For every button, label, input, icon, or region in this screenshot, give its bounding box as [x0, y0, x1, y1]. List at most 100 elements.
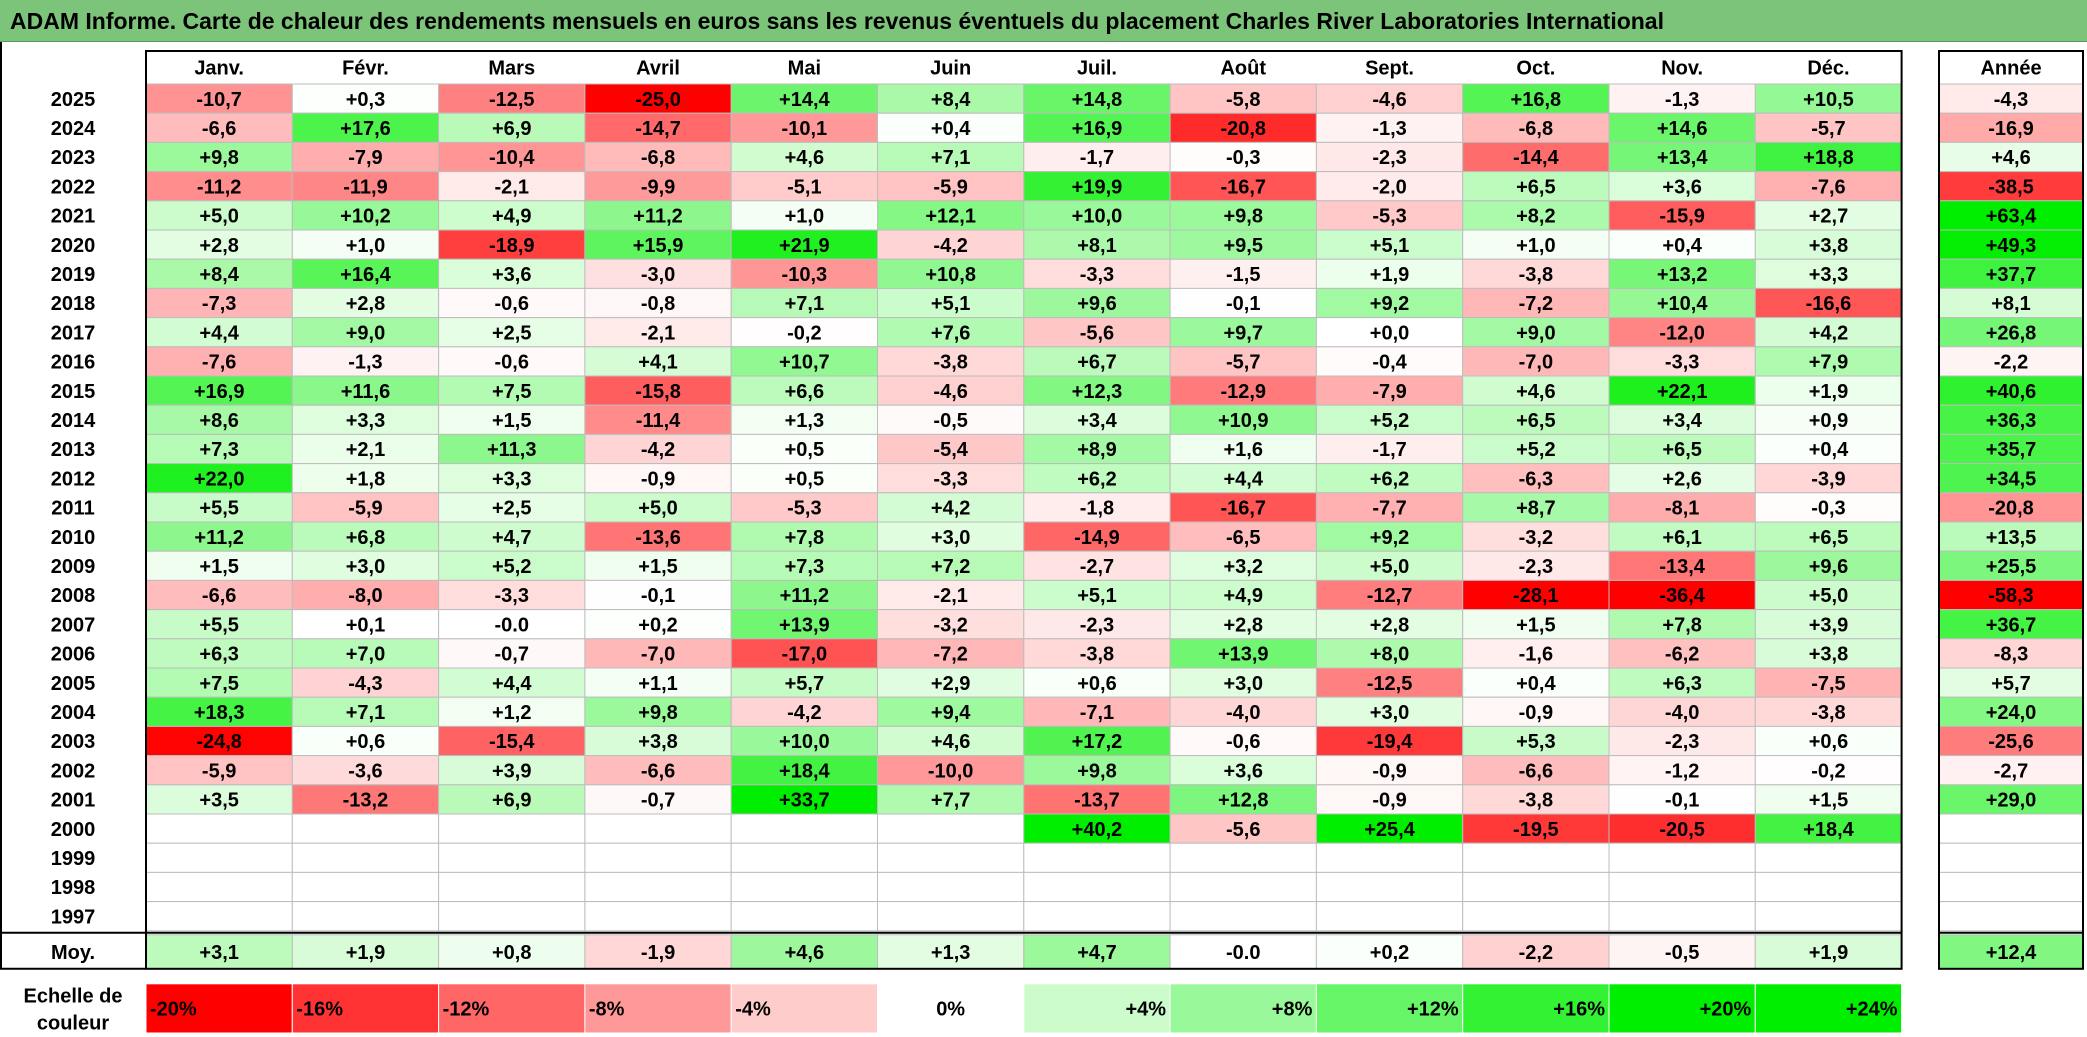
cell-2010-11-label: +6,1	[1662, 527, 1701, 549]
cell-2008-11	[1608, 579, 1756, 611]
cell-2021-1-label: +5,0	[199, 206, 238, 228]
year-label-2000: 2000	[51, 819, 96, 841]
cell-2019-10	[1462, 258, 1610, 289]
year-total-2022-label: -38,5	[1988, 176, 2034, 198]
cell-2008-12-label: +5,0	[1809, 585, 1848, 607]
cell-2007-2	[291, 609, 440, 640]
cell-2005-12	[1754, 667, 1903, 698]
cell-2016-3	[438, 346, 586, 377]
cell-2002-6	[877, 755, 1025, 786]
cell-2011-11-label: -8,1	[1665, 498, 1699, 520]
cell-2012-5-label: +0,5	[785, 468, 824, 490]
cell-2025-2-label: +0,3	[346, 89, 385, 111]
year-total-2016-label: -2,2	[1994, 352, 2028, 374]
cell-2010-12	[1754, 521, 1903, 552]
cell-2001-6-label: +7,7	[931, 790, 970, 812]
cell-2025-2	[291, 83, 440, 114]
year-total-2025	[1938, 83, 2084, 114]
cell-1999-5	[730, 842, 879, 873]
cell-2022-3-label: -2,1	[495, 176, 529, 198]
cell-2010-12-label: +6,5	[1809, 527, 1848, 549]
cell-2016-7-label: +6,7	[1077, 352, 1116, 374]
average-cell-3	[438, 934, 586, 970]
cell-2002-3-label: +3,9	[492, 760, 531, 782]
cell-2013-9-label: -1,7	[1372, 439, 1406, 461]
cell-2008-10-label: -28,1	[1513, 585, 1559, 607]
cell-2011-4-label: +5,0	[638, 498, 677, 520]
cell-2016-7	[1023, 346, 1171, 377]
cell-2023-4	[584, 141, 732, 173]
cell-2024-3-label: +6,9	[492, 118, 531, 140]
cell-2010-7-label: -14,9	[1074, 527, 1120, 549]
year-total-2024	[1938, 112, 2084, 143]
cell-2022-4-label: -9,9	[641, 176, 675, 198]
cell-2012-5	[730, 463, 879, 494]
cell-2002-8	[1169, 755, 1317, 786]
cell-1998-4	[584, 871, 732, 903]
cell-2009-7	[1023, 550, 1171, 581]
cell-2024-5	[730, 112, 879, 143]
cell-2011-5-label: -5,3	[787, 498, 821, 520]
cell-2025-8	[1169, 83, 1317, 114]
scale-step-label-1: -20%	[150, 999, 197, 1021]
cell-2007-2-label: +0,1	[346, 614, 385, 636]
cell-2023-11-label: +13,4	[1657, 147, 1708, 169]
average-cell-2-label: +1,9	[346, 942, 385, 964]
cell-2023-8-label: -0,3	[1226, 147, 1260, 169]
cell-2016-6-label: -3,8	[933, 352, 967, 374]
cell-1999-10	[1462, 842, 1610, 873]
cell-2000-5	[730, 813, 879, 844]
cell-2007-11-label: +7,8	[1662, 614, 1701, 636]
cell-2001-3	[438, 784, 586, 815]
cell-2015-11	[1608, 375, 1756, 406]
cell-2003-9-label: -19,4	[1367, 731, 1413, 753]
cell-2001-8	[1169, 784, 1317, 815]
year-label-2013: 2013	[51, 439, 96, 461]
cell-2012-10-label: -6,3	[1519, 468, 1553, 490]
year-total-2006	[1938, 638, 2084, 669]
cell-2017-5-label: -0,2	[787, 322, 821, 344]
cell-2010-6	[877, 521, 1025, 552]
year-total-1997	[1938, 901, 2084, 932]
cell-2024-6-label: +0,4	[931, 118, 971, 140]
cell-2024-11	[1608, 112, 1756, 143]
scale-step-label-7: +4%	[1126, 999, 1167, 1021]
cell-2013-4	[584, 433, 732, 465]
cell-2020-8	[1169, 229, 1317, 260]
year-label-2005: 2005	[51, 673, 96, 695]
cell-2019-5-label: -10,3	[782, 264, 828, 286]
cell-2017-1-label: +4,4	[199, 322, 239, 344]
cell-2014-10-label: +6,5	[1516, 410, 1555, 432]
cell-2023-2-label: -7,9	[348, 147, 382, 169]
cell-2001-1-label: +3,5	[199, 790, 238, 812]
cell-2016-5	[730, 346, 879, 377]
scale-step-label-11: +20%	[1700, 999, 1752, 1021]
cell-2024-10-label: -6,8	[1519, 118, 1553, 140]
cell-2024-2-label: +17,6	[340, 118, 391, 140]
cell-2002-11-label: -1,2	[1665, 760, 1699, 782]
cell-2015-7-label: +12,3	[1072, 381, 1123, 403]
cell-2013-7-label: +8,9	[1077, 439, 1116, 461]
cell-2009-2-label: +3,0	[346, 556, 385, 578]
cell-1998-11	[1608, 871, 1756, 903]
cell-2008-1-label: -6,6	[202, 585, 236, 607]
cell-1998-10	[1462, 871, 1610, 903]
cell-2012-11-label: +2,6	[1662, 468, 1701, 490]
cell-2015-8-label: -12,9	[1220, 381, 1266, 403]
scale-step-label-3: -12%	[443, 999, 490, 1021]
cell-2000-1	[145, 813, 293, 844]
cell-2020-10-label: +1,0	[1516, 235, 1555, 257]
year-total-2014-label: +36,3	[1986, 410, 2037, 432]
cell-2015-5	[730, 375, 879, 406]
cell-2006-5	[730, 638, 879, 669]
cell-2023-9-label: -2,3	[1372, 147, 1406, 169]
cell-2000-12-label: +18,4	[1803, 819, 1854, 841]
cell-2008-12	[1754, 579, 1903, 611]
cell-2007-3	[438, 609, 586, 640]
cell-2023-3-label: -10,4	[489, 147, 535, 169]
scale-step-label-10: +16%	[1553, 999, 1605, 1021]
cell-2011-9	[1315, 492, 1464, 523]
cell-2021-10-label: +8,2	[1516, 206, 1555, 228]
cell-2000-9	[1315, 813, 1464, 844]
cell-1998-8	[1169, 871, 1317, 903]
